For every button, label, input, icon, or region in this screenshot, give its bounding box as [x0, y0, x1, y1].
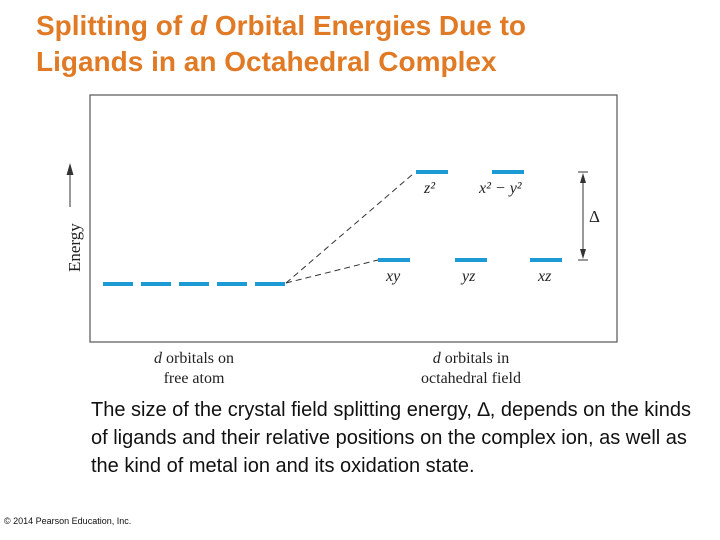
label-yz: yz — [460, 268, 476, 285]
label-x2-y2: x² − y² — [478, 180, 523, 197]
octahedral-caption-line2: octahedral field — [421, 370, 521, 387]
splitting-connectors — [285, 173, 414, 284]
delta-label: Δ — [589, 207, 600, 226]
title-line1-suffix: Orbital Energies Due to — [207, 10, 527, 41]
title-line2: Ligands in an Octahedral Complex — [36, 46, 497, 77]
label-xy: xy — [385, 268, 401, 285]
slide-title: Splitting of d Orbital Energies Due to L… — [36, 8, 676, 80]
diagram-frame — [89, 94, 618, 343]
delta-down-arrow-icon — [580, 249, 586, 259]
energy-axis: Energy — [65, 163, 84, 272]
free-atom-caption-line1: d orbitals on — [154, 350, 234, 367]
title-line1-prefix: Splitting of — [36, 10, 190, 41]
title-d-italic: d — [189, 10, 208, 41]
label-xz: xz — [537, 268, 552, 285]
copyright-notice: © 2014 Pearson Education, Inc. — [4, 516, 132, 526]
label-z2: z² — [423, 180, 436, 197]
delta-up-arrow-icon — [580, 173, 586, 183]
connector-to-eg — [285, 173, 414, 284]
delta-indicator: Δ — [578, 171, 600, 261]
connector-to-t2g — [285, 259, 379, 284]
free-atom-caption-line2: free atom — [164, 370, 225, 387]
octahedral-caption-line1: d orbitals in — [433, 350, 509, 367]
energy-axis-label: Energy — [65, 223, 84, 272]
body-caption: The size of the crystal field splitting … — [91, 399, 691, 477]
energy-arrow-icon — [66, 163, 74, 175]
